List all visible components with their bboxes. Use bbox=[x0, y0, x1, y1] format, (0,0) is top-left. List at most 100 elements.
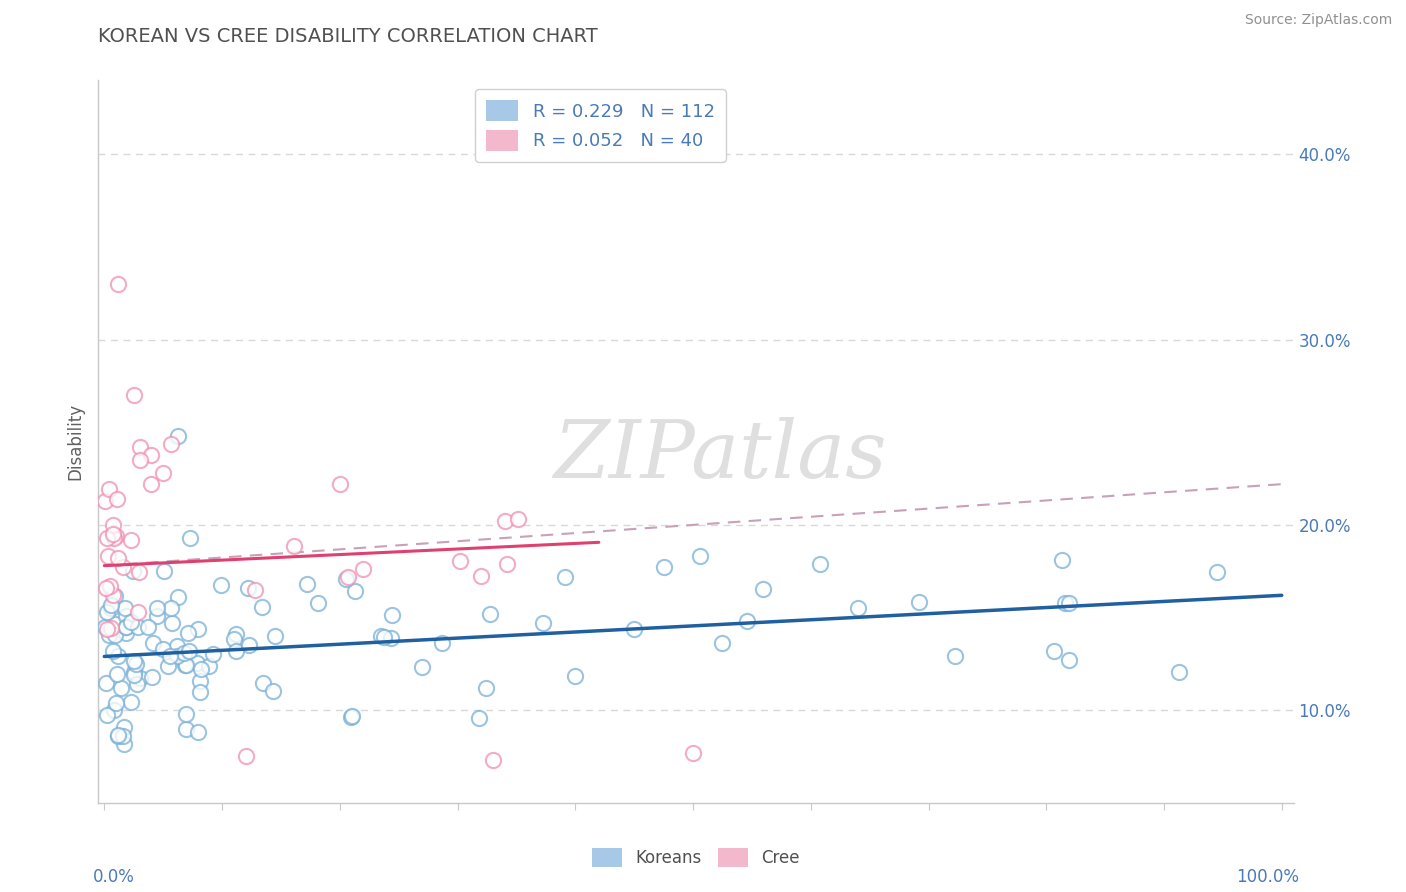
Point bbox=[262, 683, 284, 698]
Point bbox=[411, 660, 433, 674]
Point bbox=[159, 649, 181, 664]
Point bbox=[166, 639, 188, 653]
Point bbox=[110, 681, 132, 696]
Point bbox=[494, 514, 516, 528]
Point bbox=[96, 605, 118, 619]
Point bbox=[100, 598, 122, 612]
Text: 0.0%: 0.0% bbox=[93, 868, 135, 886]
Point bbox=[127, 605, 149, 619]
Point bbox=[114, 601, 136, 615]
Point bbox=[128, 440, 150, 454]
Point bbox=[1059, 653, 1081, 667]
Point bbox=[98, 482, 121, 496]
Point bbox=[340, 710, 363, 724]
Point bbox=[103, 531, 125, 545]
Point bbox=[243, 582, 266, 597]
Point bbox=[1059, 596, 1081, 610]
Point bbox=[174, 706, 197, 721]
Point bbox=[352, 562, 374, 576]
Point bbox=[336, 569, 359, 583]
Point bbox=[146, 601, 169, 615]
Point bbox=[343, 583, 366, 598]
Point bbox=[141, 448, 163, 462]
Point bbox=[531, 615, 554, 630]
Point bbox=[115, 620, 138, 634]
Point bbox=[1206, 565, 1229, 579]
Point bbox=[105, 491, 128, 506]
Point bbox=[943, 648, 966, 663]
Point bbox=[564, 668, 586, 682]
Point bbox=[115, 608, 138, 623]
Text: ZIPatlas: ZIPatlas bbox=[553, 417, 887, 495]
Point bbox=[127, 620, 149, 634]
Point bbox=[122, 564, 145, 578]
Point bbox=[146, 609, 169, 624]
Text: KOREAN VS CREE DISABILITY CORRELATION CHART: KOREAN VS CREE DISABILITY CORRELATION CH… bbox=[98, 27, 598, 45]
Point bbox=[142, 636, 165, 650]
Text: Source: ZipAtlas.com: Source: ZipAtlas.com bbox=[1244, 13, 1392, 28]
Point bbox=[652, 560, 675, 574]
Point bbox=[370, 629, 392, 643]
Point bbox=[100, 621, 122, 635]
Point bbox=[153, 565, 176, 579]
Point bbox=[94, 493, 117, 508]
Point bbox=[96, 532, 118, 546]
Point bbox=[173, 658, 195, 673]
Point bbox=[122, 654, 145, 668]
Point bbox=[250, 599, 273, 614]
Point bbox=[689, 549, 711, 563]
Point bbox=[235, 749, 257, 764]
Point bbox=[264, 629, 287, 643]
Point bbox=[105, 528, 128, 542]
Point bbox=[141, 670, 163, 684]
Point bbox=[449, 554, 471, 568]
Point bbox=[128, 566, 150, 580]
Point bbox=[1053, 596, 1076, 610]
Point bbox=[173, 646, 195, 660]
Point bbox=[96, 708, 118, 723]
Point bbox=[222, 632, 245, 646]
Point bbox=[187, 623, 209, 637]
Point bbox=[101, 644, 124, 658]
Point bbox=[122, 388, 145, 402]
Point bbox=[174, 723, 197, 737]
Point bbox=[159, 437, 181, 451]
Point bbox=[202, 647, 225, 661]
Point bbox=[114, 626, 136, 640]
Point bbox=[225, 644, 247, 658]
Point bbox=[907, 595, 929, 609]
Point bbox=[478, 607, 501, 621]
Point bbox=[1042, 643, 1064, 657]
Point bbox=[482, 753, 505, 767]
Point bbox=[467, 711, 489, 725]
Point bbox=[103, 703, 125, 717]
Point bbox=[623, 623, 645, 637]
Point bbox=[190, 674, 212, 689]
Point bbox=[475, 681, 498, 696]
Point bbox=[104, 628, 127, 642]
Point bbox=[121, 533, 143, 548]
Point bbox=[470, 569, 492, 583]
Point bbox=[152, 466, 174, 480]
Point bbox=[100, 579, 122, 593]
Point bbox=[105, 667, 128, 681]
Point bbox=[167, 429, 190, 443]
Point bbox=[141, 477, 163, 491]
Point bbox=[252, 675, 274, 690]
Point bbox=[198, 659, 221, 673]
Point bbox=[136, 620, 159, 634]
Point bbox=[307, 597, 329, 611]
Point bbox=[112, 737, 135, 751]
Point bbox=[329, 477, 352, 491]
Point bbox=[381, 608, 404, 623]
Point bbox=[107, 277, 129, 291]
Point bbox=[115, 620, 138, 634]
Point bbox=[101, 517, 124, 532]
Point bbox=[156, 658, 179, 673]
Point bbox=[112, 729, 135, 743]
Y-axis label: Disability: Disability bbox=[66, 403, 84, 480]
Point bbox=[380, 631, 402, 645]
Point bbox=[96, 622, 118, 636]
Point bbox=[236, 581, 259, 595]
Point bbox=[238, 638, 260, 652]
